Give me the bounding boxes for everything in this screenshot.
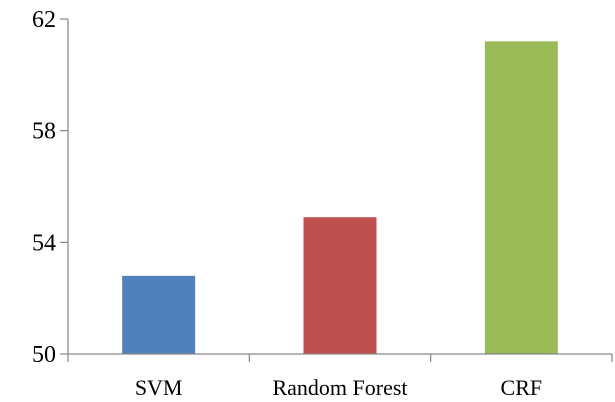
y-tick-label: 54	[32, 230, 56, 256]
x-axis-category-labels: SVM Random Forest CRF	[135, 375, 542, 400]
x-category-label: SVM	[135, 375, 183, 400]
y-tick-label: 50	[32, 342, 56, 368]
bar-crf	[484, 41, 558, 354]
y-tick-label: 62	[32, 7, 56, 33]
x-category-label: Random Forest	[272, 375, 407, 400]
x-category-label: CRF	[501, 375, 543, 400]
y-axis-tick-labels: 50 54 58 62	[32, 7, 56, 368]
bar-svm	[122, 275, 196, 354]
bar-random-forest	[303, 217, 377, 354]
y-tick-label: 58	[32, 119, 56, 145]
y-axis-ticks	[60, 18, 68, 355]
x-axis-ticks	[67, 354, 613, 362]
bars-group	[122, 41, 558, 354]
